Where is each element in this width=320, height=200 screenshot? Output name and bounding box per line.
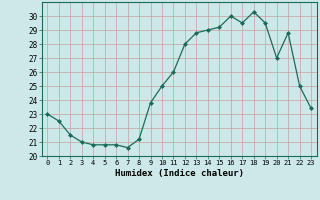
X-axis label: Humidex (Indice chaleur): Humidex (Indice chaleur) (115, 169, 244, 178)
